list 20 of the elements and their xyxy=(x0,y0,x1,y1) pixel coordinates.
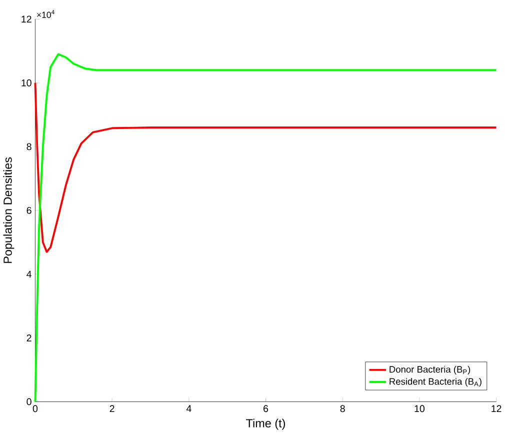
y-tick-label: 8 xyxy=(26,143,32,150)
y-tick-label: 6 xyxy=(26,206,32,214)
x-tick-label: 6 xyxy=(264,405,268,412)
x-axis-title: Time (t) xyxy=(246,418,285,430)
x-tick-label: 12 xyxy=(492,405,502,412)
y-tick-label: 2 xyxy=(26,334,32,342)
x-tick-label: 4 xyxy=(186,405,192,412)
x-tick-label: 0 xyxy=(32,405,38,412)
y-tick-label: 12 xyxy=(22,16,32,23)
line-series xyxy=(34,82,498,253)
legend-label: Donor Bacteria (B$_{P}$) xyxy=(390,366,470,374)
text: ×10$^{4}$ xyxy=(37,10,54,18)
x-tick-label: 10 xyxy=(414,405,425,412)
y-tick-label: 4 xyxy=(26,270,32,278)
legend-label: Resident Bacteria (B$_{A}$) xyxy=(390,378,482,387)
x-tick-label: 8 xyxy=(340,405,345,412)
y-axis-title: Population Densities xyxy=(3,157,14,263)
x-tick-label: 2 xyxy=(110,405,114,412)
y-tick-label: 0 xyxy=(26,398,32,406)
y-tick-label: 10 xyxy=(22,79,32,86)
